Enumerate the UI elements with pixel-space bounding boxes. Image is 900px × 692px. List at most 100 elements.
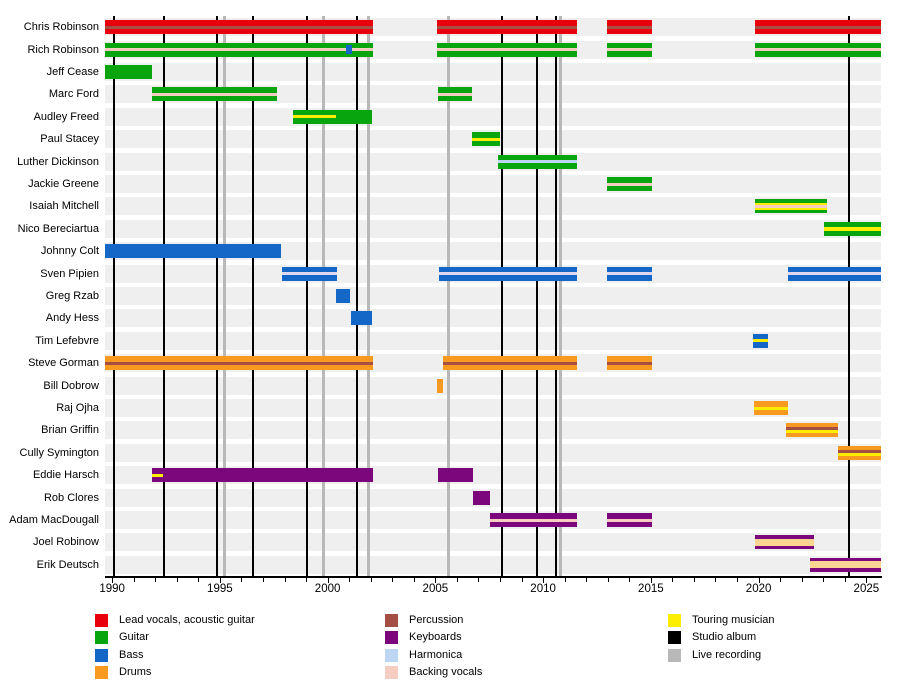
x-axis-line (105, 576, 882, 578)
major-tick (650, 578, 652, 583)
member-name: Luther Dickinson (17, 155, 99, 168)
minor-tick (500, 578, 501, 582)
timeline-bar (105, 42, 373, 57)
tick-label: 2000 (314, 583, 341, 595)
minor-tick (823, 578, 825, 582)
bar-stripe-backing_vocals (607, 48, 653, 52)
bar-stripe-harmonica (497, 160, 578, 164)
tick-label: 1995 (207, 583, 233, 595)
member-name: Greg Rzab (45, 290, 99, 302)
member-name: Rob Clores (43, 491, 99, 504)
timeline-bar (753, 333, 769, 348)
timeline-bar (152, 87, 278, 102)
bar-stripe-touring (754, 406, 789, 410)
timeline-bar (755, 535, 815, 550)
row-band (105, 197, 881, 216)
row-band (105, 107, 881, 126)
legend-label: Drums (119, 666, 152, 679)
member-name: Paul Stacey (40, 133, 99, 146)
timeline-bar (755, 42, 881, 57)
bar-stripe-lavender (607, 272, 653, 276)
minor-tick (780, 578, 782, 582)
tick-label: 2010 (530, 583, 556, 595)
legend-label: Bass (119, 648, 144, 661)
member-name: Brian Griffin (41, 424, 99, 437)
tick-label: 2025 (853, 583, 880, 595)
studio-album-line (252, 16, 255, 576)
row-band (105, 152, 881, 171)
minor-tick (801, 578, 803, 582)
legend-swatch-percussion (385, 614, 398, 627)
x-axis: 1990 1995 2000 2005 2010 2015 2020 2025 (0, 578, 900, 602)
bar-stripe-lavender (438, 272, 578, 276)
timeline-bar (336, 289, 350, 303)
major-tick (543, 578, 545, 583)
minor-tick (586, 578, 588, 582)
bar-stripe-percussion (442, 361, 578, 365)
live-recording-line (446, 16, 450, 576)
legend-swatch-touring (668, 614, 681, 627)
bar-mark-bass (346, 45, 353, 55)
legend-label: Studio album (692, 631, 757, 644)
tick-label: 2015 (638, 583, 664, 595)
bar-stripe-touring (755, 207, 827, 210)
member-name: Jackie Greene (28, 178, 99, 190)
row-band (105, 85, 881, 104)
row-band (105, 242, 881, 261)
member-name: Cully Symington (19, 446, 99, 459)
major-tick (758, 578, 760, 583)
member-name: Rich Robinson (27, 43, 99, 56)
member-name: Eddie Harsch (32, 469, 99, 482)
legend-swatch-backing_vocals (385, 666, 398, 680)
timeline-bar (437, 378, 444, 393)
row-band (105, 219, 881, 238)
timeline-bar (437, 20, 578, 35)
row-band (105, 443, 881, 462)
legend-label: Touring musician (692, 614, 775, 626)
timeline-bar (497, 154, 578, 169)
member-name: Steve Gorman (28, 357, 99, 370)
timeline-bar (607, 42, 653, 57)
row-band (105, 421, 881, 440)
timeline-bar (471, 132, 500, 147)
timeline-bar (437, 42, 578, 57)
bar-stripe-lavender (282, 272, 338, 276)
minor-tick (370, 578, 372, 582)
minor-tick (413, 578, 415, 582)
bar-stripe-touring (786, 430, 839, 434)
live-recording-line (367, 16, 371, 576)
studio-album-line (162, 16, 165, 576)
row-band (105, 63, 881, 81)
timeline-bar (282, 266, 338, 281)
minor-tick (715, 578, 717, 582)
plot-area (105, 16, 881, 576)
timeline-bar (490, 513, 578, 527)
studio-album-line (113, 16, 116, 576)
legend-label: Lead vocals, acoustic guitar (119, 614, 255, 626)
timeline-bar (105, 356, 373, 371)
minor-tick (737, 578, 739, 582)
member-name: Joel Robinow (32, 536, 99, 549)
bar-stripe-backing_vocals (105, 48, 373, 52)
bar-stripe-backing_vocals (607, 518, 653, 522)
bar-stripe-backing_vocals (755, 204, 827, 208)
minor-tick (672, 578, 674, 582)
studio-album-line (355, 16, 358, 576)
member-name: Johnny Colt (40, 245, 99, 258)
timeline-bar (105, 244, 282, 259)
timeline-bar (437, 468, 474, 483)
minor-tick (456, 578, 458, 582)
minor-tick (133, 578, 135, 582)
legend-swatch-live_recording (668, 648, 681, 662)
member-name: Adam MacDougall (9, 514, 99, 526)
member-name: Nico Bereciartua (17, 222, 99, 235)
bar-stripe-peach (755, 538, 815, 546)
timeline-bar (105, 65, 153, 79)
bar-stripe-percussion (607, 361, 653, 365)
minor-tick (306, 578, 308, 582)
timeline-bar (788, 266, 881, 281)
minor-tick (155, 578, 157, 582)
row-band (105, 488, 881, 507)
minor-tick (607, 578, 609, 582)
bar-stripe-percussion (755, 25, 881, 29)
